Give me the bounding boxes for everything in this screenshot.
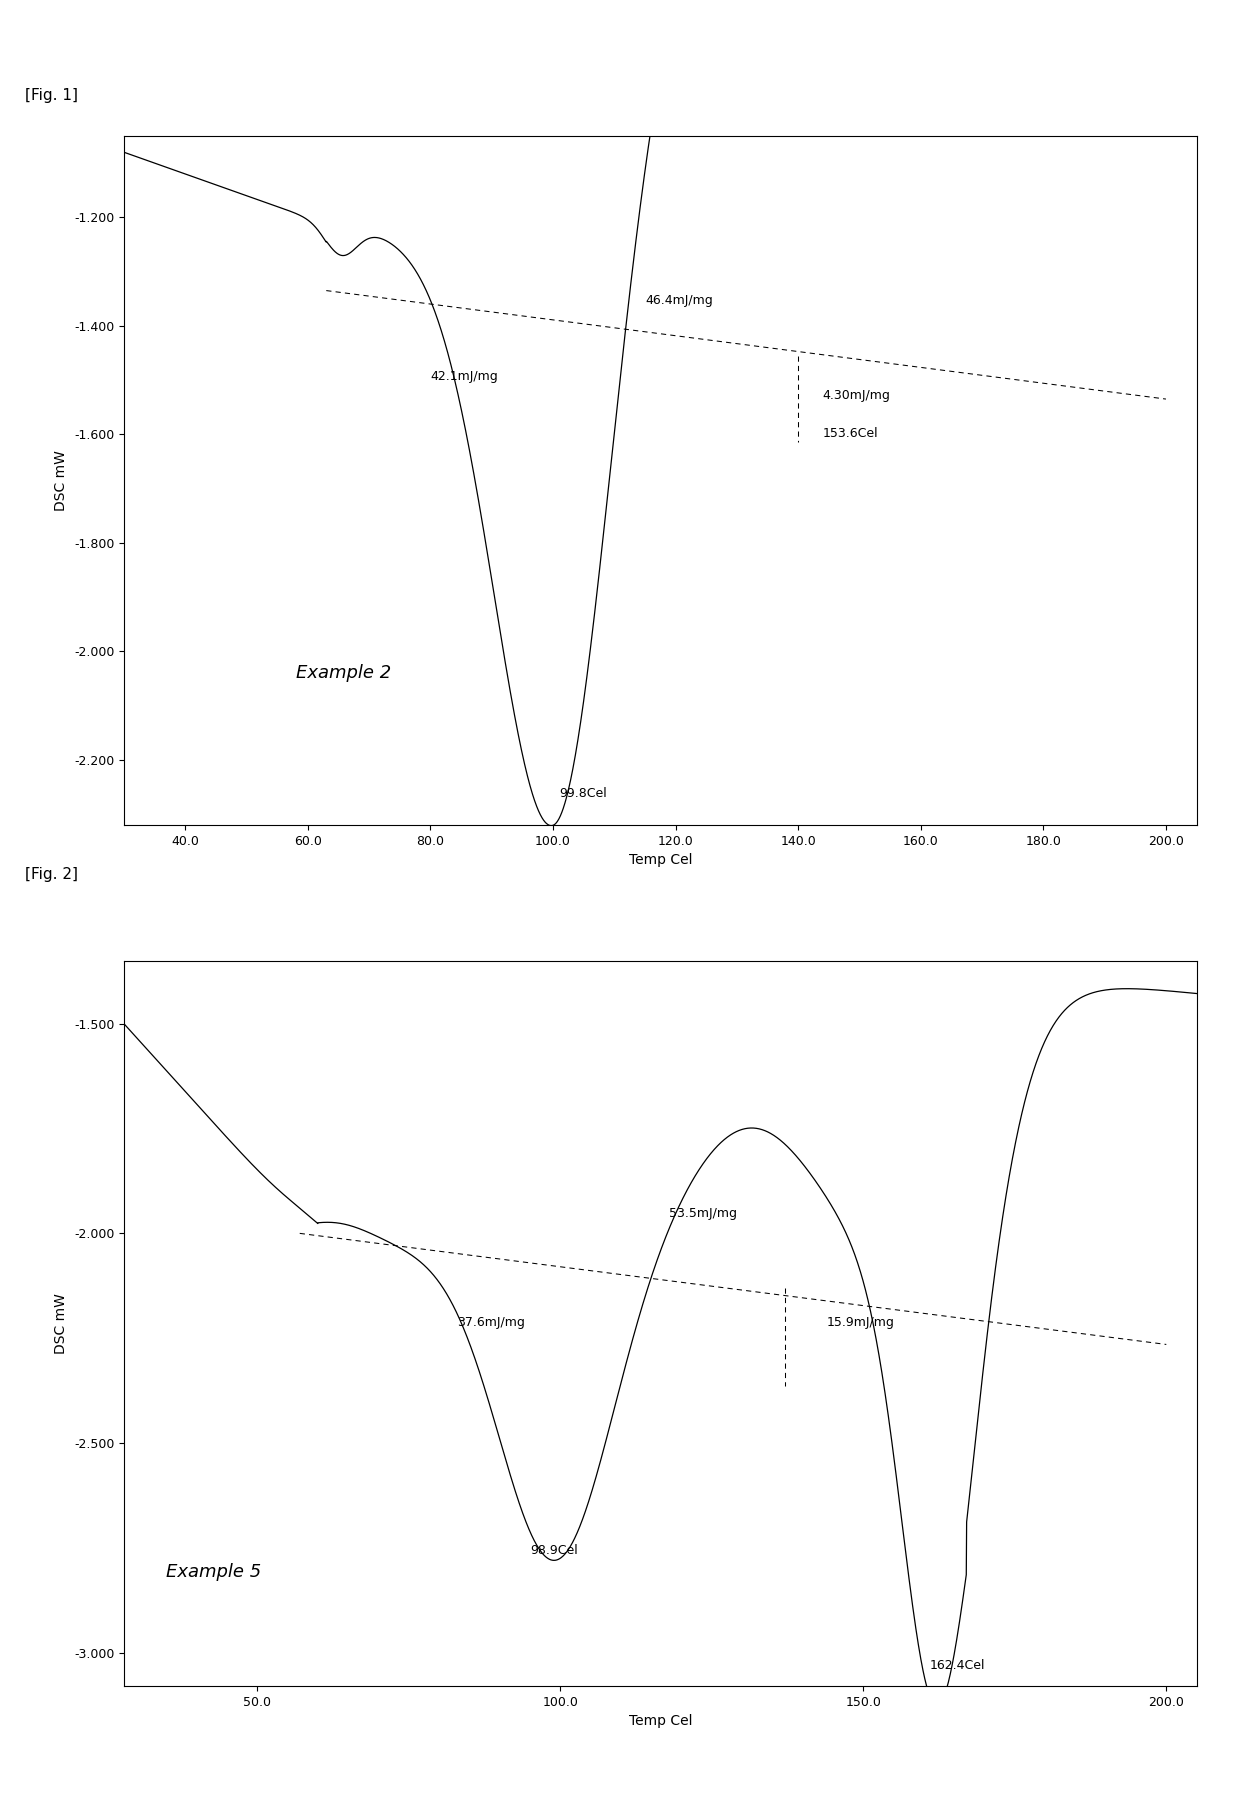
Text: 4.30mJ/mg: 4.30mJ/mg <box>822 390 890 402</box>
Y-axis label: DSC mW: DSC mW <box>55 450 68 511</box>
Text: 53.5mJ/mg: 53.5mJ/mg <box>670 1207 738 1220</box>
Text: 162.4Cel: 162.4Cel <box>930 1659 986 1672</box>
X-axis label: Temp Cel: Temp Cel <box>629 1715 692 1728</box>
Text: Example 5: Example 5 <box>166 1563 262 1581</box>
Text: [Fig. 2]: [Fig. 2] <box>25 867 78 883</box>
Text: [Fig. 1]: [Fig. 1] <box>25 87 78 103</box>
Text: 99.8Cel: 99.8Cel <box>559 787 606 800</box>
Text: 15.9mJ/mg: 15.9mJ/mg <box>827 1316 895 1329</box>
Text: 37.6mJ/mg: 37.6mJ/mg <box>458 1316 526 1329</box>
Y-axis label: DSC mW: DSC mW <box>55 1293 68 1354</box>
Text: 98.9Cel: 98.9Cel <box>529 1545 578 1557</box>
Text: Example 2: Example 2 <box>295 664 391 682</box>
Text: 42.1mJ/mg: 42.1mJ/mg <box>430 370 498 383</box>
Text: 153.6Cel: 153.6Cel <box>822 428 878 441</box>
X-axis label: Temp Cel: Temp Cel <box>629 854 692 867</box>
Text: 46.4mJ/mg: 46.4mJ/mg <box>645 294 713 306</box>
